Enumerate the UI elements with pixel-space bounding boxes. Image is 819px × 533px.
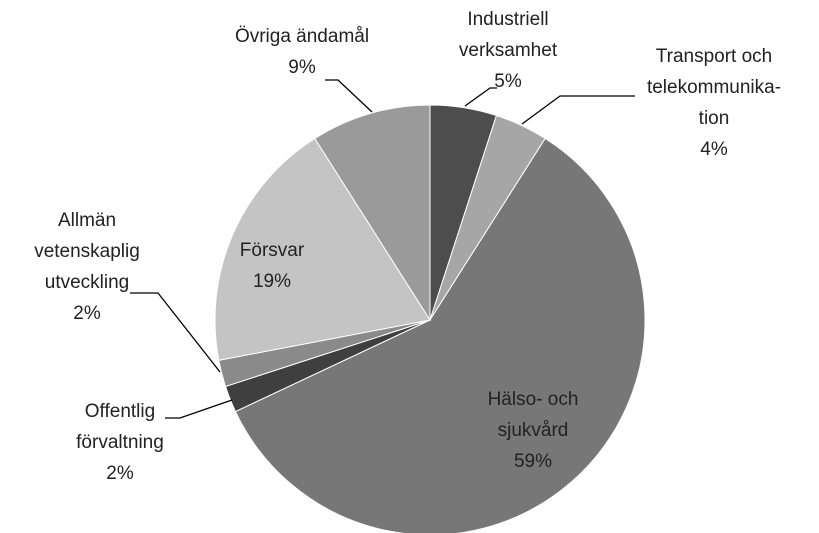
value-label: 2% bbox=[73, 303, 101, 324]
label-line: verksamhet bbox=[459, 40, 558, 61]
label-line: Försvar bbox=[240, 240, 305, 261]
label-line: Transport och bbox=[656, 46, 773, 67]
leader-line bbox=[130, 292, 221, 373]
pie-slice bbox=[314, 104, 431, 322]
label-line: tion bbox=[699, 108, 730, 129]
slice-label: Offentlig förvaltning bbox=[76, 401, 164, 453]
leader-line bbox=[521, 95, 635, 125]
label-line: telekommunika- bbox=[647, 77, 781, 98]
value-label: 9% bbox=[288, 57, 316, 78]
pie-slice bbox=[234, 137, 646, 533]
slice-label: Transport och telekommunika-tion bbox=[647, 46, 781, 129]
value-label: 59% bbox=[514, 451, 552, 472]
label-line: Allmän bbox=[58, 210, 116, 231]
slice-label: Industriell verksamhet bbox=[459, 9, 558, 61]
label-line: Industriell bbox=[467, 9, 548, 30]
label-line: Övriga ändamål bbox=[235, 26, 369, 47]
pie-slice bbox=[214, 137, 431, 361]
leader-line bbox=[325, 79, 373, 113]
slice-label: Övriga ändamål bbox=[235, 26, 369, 47]
leader-line bbox=[165, 399, 233, 419]
label-line: utveckling bbox=[45, 272, 130, 293]
label-line: förvaltning bbox=[76, 432, 164, 453]
label-line: Hälso- och bbox=[488, 389, 579, 410]
leader-line bbox=[464, 87, 497, 107]
slice-label: Försvar bbox=[240, 240, 305, 261]
value-label: 19% bbox=[253, 271, 291, 292]
value-label: 5% bbox=[494, 71, 522, 92]
label-line: Offentlig bbox=[85, 401, 155, 422]
value-label: 2% bbox=[106, 463, 134, 484]
label-line: sjukvård bbox=[498, 420, 569, 441]
slice-label: Allmän vetenskaplig utveckling bbox=[34, 210, 140, 293]
slice-label: Hälso- och sjukvård bbox=[488, 389, 579, 441]
label-line: vetenskaplig bbox=[34, 241, 140, 262]
value-label: 4% bbox=[700, 139, 728, 160]
